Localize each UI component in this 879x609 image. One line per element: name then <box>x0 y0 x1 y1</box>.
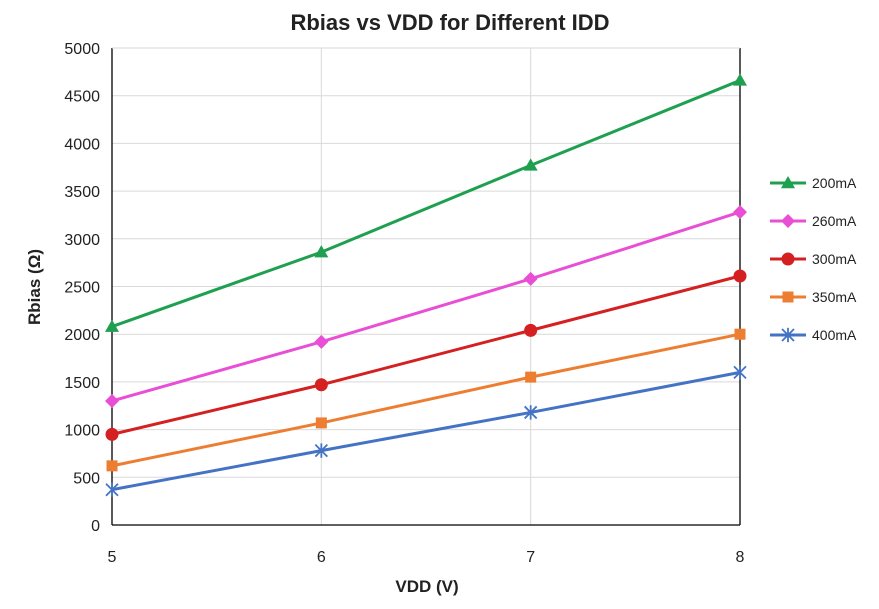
legend-item: 260mA <box>770 213 857 229</box>
x-tick-label: 6 <box>317 549 326 566</box>
series-line <box>111 274 741 436</box>
y-tick-label: 3500 <box>64 184 100 201</box>
series-line <box>111 79 741 328</box>
data-point <box>106 460 118 472</box>
legend-item: 300mA <box>770 251 857 267</box>
legend-label: 350mA <box>812 289 857 305</box>
chart-title: Rbias vs VDD for Different IDD <box>290 10 609 35</box>
legend-label: 260mA <box>812 213 857 229</box>
legend-item: 350mA <box>770 289 857 305</box>
y-tick-label: 2000 <box>64 327 100 344</box>
y-tick-label: 4000 <box>64 136 100 153</box>
data-point <box>314 378 328 392</box>
y-tick-label: 2500 <box>64 280 100 297</box>
y-tick-label: 500 <box>73 470 100 487</box>
data-point <box>524 405 538 420</box>
series-200mA <box>105 73 747 332</box>
y-tick-label: 5000 <box>64 41 100 58</box>
y-axis-label: Rbias (Ω) <box>25 249 44 325</box>
series-line <box>111 370 741 492</box>
data-point <box>105 482 119 497</box>
y-tick-label: 1500 <box>64 375 100 392</box>
data-point <box>314 245 329 258</box>
legend: 200mA 260mA 300mA 350mA 400mA <box>770 175 857 343</box>
data-point <box>105 427 119 441</box>
x-tick-label: 7 <box>526 549 535 566</box>
data-point <box>733 269 747 283</box>
data-point <box>315 417 327 429</box>
legend-marker <box>781 252 795 266</box>
legend-item: 400mA <box>770 327 857 343</box>
axes: 0 500 1000 1500 2000 2500 3000 3500 4000 4500 5000… <box>64 41 744 566</box>
series-350mA <box>106 328 746 472</box>
legend-label: 200mA <box>812 175 857 191</box>
data-point <box>523 158 538 171</box>
data-point <box>733 205 747 220</box>
data-point <box>733 73 747 86</box>
y-tick-label: 0 <box>91 518 100 535</box>
data-point <box>733 365 747 380</box>
series-300mA <box>105 269 747 441</box>
series-line <box>111 210 741 403</box>
legend-marker <box>781 327 795 343</box>
legend-item: 200mA <box>770 175 857 191</box>
data-point <box>734 328 746 340</box>
legend-label: 300mA <box>812 251 857 267</box>
series-400mA <box>105 365 747 497</box>
legend-marker <box>781 214 795 228</box>
data-point <box>524 323 538 337</box>
legend-label: 400mA <box>812 327 857 343</box>
y-tick-label: 4500 <box>64 89 100 106</box>
legend-marker <box>782 291 794 303</box>
data-point <box>525 371 537 383</box>
series-group <box>105 73 747 497</box>
x-tick-label: 8 <box>736 549 745 566</box>
data-point <box>523 271 538 286</box>
series-line <box>111 332 741 468</box>
y-tick-label: 3000 <box>64 232 100 249</box>
data-point <box>314 334 329 349</box>
data-point <box>314 443 328 458</box>
data-point <box>105 393 119 408</box>
y-tick-label: 1000 <box>64 423 100 440</box>
x-axis-label: VDD (V) <box>395 577 458 596</box>
series-260mA <box>105 205 747 408</box>
x-tick-label: 5 <box>108 549 117 566</box>
data-point <box>105 319 119 332</box>
legend-marker <box>781 176 795 189</box>
